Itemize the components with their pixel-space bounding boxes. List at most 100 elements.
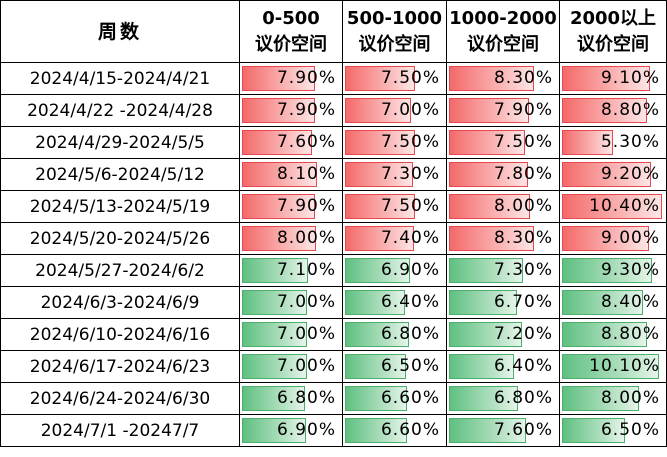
data-bar (449, 418, 527, 443)
data-bar (345, 226, 415, 251)
data-bar (242, 386, 306, 411)
value-label: 6.80% (276, 388, 336, 408)
week-cell: 2024/6/24-2024/6/30 (0, 382, 240, 415)
value-cell: 6.50% (559, 414, 667, 447)
value-cell: 7.00% (342, 94, 447, 127)
data-bar (242, 98, 316, 123)
value-label: 9.20% (600, 164, 660, 184)
value-label: 10.10% (589, 356, 660, 376)
column-sub-label: 议价空间 (467, 33, 539, 55)
week-cell: 2024/7/1 -20247/7 (0, 414, 240, 447)
value-label: 6.90% (276, 420, 336, 440)
data-bar (345, 194, 416, 219)
data-bar (449, 98, 530, 123)
value-label: 6.90% (380, 260, 440, 280)
week-cell: 2024/6/17-2024/6/23 (0, 350, 240, 383)
table-body: 2024/4/15-2024/4/21 7.90% 7.50% 8.30% 9.10% 2… (0, 62, 667, 447)
column-range-label: 1000-2000 (449, 7, 557, 29)
value-cell: 7.90% (446, 94, 560, 127)
table-row: 2024/5/13-2024/5/19 7.90% 7.50% 8.00% 10.40% (0, 190, 667, 223)
value-cell: 8.30% (446, 62, 560, 95)
column-header-1000-2000: 1000-2000 议价空间 (446, 0, 560, 63)
data-bar (345, 66, 416, 91)
week-cell: 2024/4/22 -2024/4/28 (0, 94, 240, 127)
value-label: 10.40% (589, 196, 660, 216)
data-bar (345, 258, 410, 283)
data-bar (242, 66, 316, 91)
value-cell: 8.80% (559, 318, 667, 351)
value-cell: 7.20% (446, 318, 560, 351)
value-cell: 6.70% (446, 286, 560, 319)
value-label: 6.40% (380, 292, 440, 312)
data-bar (345, 290, 405, 315)
value-label: 8.00% (276, 228, 336, 248)
value-cell: 8.40% (559, 286, 667, 319)
value-label: 7.90% (493, 100, 553, 120)
value-label: 7.80% (493, 164, 553, 184)
data-bar (345, 386, 407, 411)
value-cell: 6.40% (446, 350, 560, 383)
column-header-500-1000: 500-1000 议价空间 (342, 0, 447, 63)
table-row: 2024/6/17-2024/6/23 7.00% 6.50% 6.40% 10.10% (0, 350, 667, 383)
table-row: 2024/4/29-2024/5/5 7.60% 7.50% 7.50% 5.30% (0, 126, 667, 159)
table-row: 2024/4/22 -2024/4/28 7.90% 7.00% 7.90% 8.80% (0, 94, 667, 127)
data-bar (562, 194, 663, 219)
value-cell: 7.60% (239, 126, 343, 159)
data-bar (449, 290, 518, 315)
data-bar (345, 354, 406, 379)
table-row: 2024/4/15-2024/4/21 7.90% 7.50% 8.30% 9.10% (0, 62, 667, 95)
data-bar (449, 354, 515, 379)
data-bar (562, 386, 640, 411)
value-label: 7.90% (276, 68, 336, 88)
data-bar (449, 322, 523, 347)
value-cell: 7.90% (239, 190, 343, 223)
data-bar (562, 354, 660, 379)
week-cell: 2024/4/15-2024/4/21 (0, 62, 240, 95)
column-sub-label: 议价空间 (358, 33, 431, 55)
value-cell: 7.30% (342, 158, 447, 191)
value-label: 8.30% (493, 228, 553, 248)
week-cell: 2024/6/3-2024/6/9 (0, 286, 240, 319)
data-bar (562, 98, 647, 123)
value-cell: 8.10% (239, 158, 343, 191)
value-cell: 6.80% (446, 382, 560, 415)
week-cell: 2024/5/27-2024/6/2 (0, 254, 240, 287)
table-row: 2024/5/6-2024/5/12 8.10% 7.30% 7.80% 9.20% (0, 158, 667, 191)
value-cell: 7.30% (446, 254, 560, 287)
value-cell: 8.00% (239, 222, 343, 255)
value-label: 6.80% (380, 324, 440, 344)
value-label: 7.00% (380, 100, 440, 120)
value-label: 7.50% (493, 132, 553, 152)
value-cell: 6.50% (342, 350, 447, 383)
data-bar (562, 290, 643, 315)
value-label: 7.20% (493, 324, 553, 344)
value-label: 7.90% (276, 196, 336, 216)
data-bar (449, 386, 519, 411)
data-bar (242, 162, 318, 187)
value-cell: 9.30% (559, 254, 667, 287)
data-bar (345, 98, 411, 123)
value-label: 7.60% (276, 132, 336, 152)
value-label: 8.40% (600, 292, 660, 312)
data-bar (242, 226, 317, 251)
value-cell: 7.00% (239, 286, 343, 319)
data-bar (242, 354, 307, 379)
data-bar (562, 162, 651, 187)
value-cell: 7.60% (446, 414, 560, 447)
data-bar (345, 162, 414, 187)
value-cell: 7.90% (239, 94, 343, 127)
value-label: 8.00% (600, 388, 660, 408)
value-label: 8.00% (493, 196, 553, 216)
value-cell: 8.00% (559, 382, 667, 415)
data-bar (449, 194, 531, 219)
bargaining-space-table: 周数 0-500 议价空间 500-1000 议价空间 1000-2000 议价… (0, 0, 667, 447)
week-header-label: 周数 (97, 20, 142, 43)
value-cell: 8.00% (446, 190, 560, 223)
value-label: 6.70% (493, 292, 553, 312)
week-cell: 2024/4/29-2024/5/5 (0, 126, 240, 159)
column-range-label: 2000以上 (569, 7, 657, 29)
table-row: 2024/7/1 -20247/7 6.90% 6.60% 7.60% 6.50% (0, 414, 667, 447)
data-bar (449, 66, 534, 91)
column-range-label: 0-500 (262, 7, 320, 29)
data-bar (242, 258, 308, 283)
